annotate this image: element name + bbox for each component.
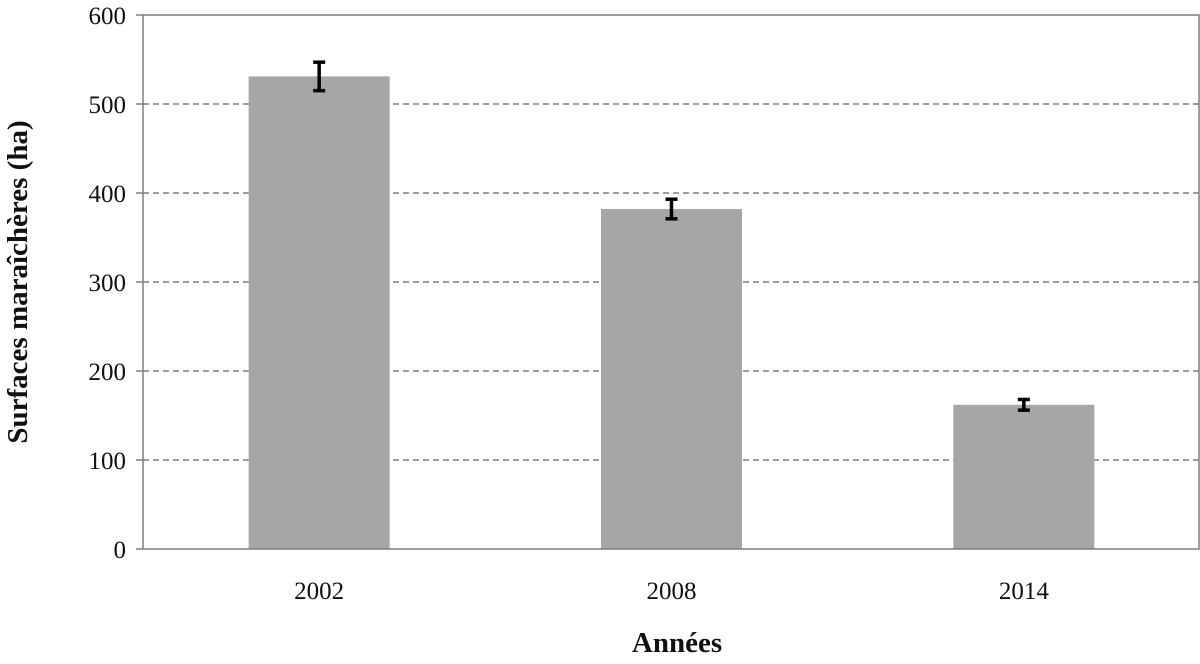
bar-2014	[953, 404, 1095, 549]
y-tick-label: 200	[89, 359, 127, 386]
y-tick-label: 300	[89, 270, 127, 297]
x-axis-title: Années	[632, 627, 722, 659]
y-axis-title: Surfaces maraîchères (ha)	[2, 120, 34, 443]
axes	[136, 14, 1200, 550]
x-tick-label: 2002	[294, 578, 344, 605]
y-tick-label: 500	[89, 92, 127, 119]
y-tick-label: 0	[114, 537, 127, 564]
y-tick-labels: 0 100 200 300 400 500 600	[89, 3, 127, 564]
error-bars	[313, 60, 1030, 412]
x-tick-label: 2014	[999, 578, 1050, 605]
x-tick-labels: 2002 2008 2014	[294, 578, 1049, 605]
bars	[248, 76, 1095, 549]
bar-2002	[248, 76, 390, 549]
x-tick-label: 2008	[647, 578, 697, 605]
y-tick-label: 600	[89, 3, 127, 30]
y-tick-label: 100	[89, 448, 127, 475]
bar-2008	[601, 209, 742, 549]
plot-frame	[142, 14, 1200, 550]
y-tick-label: 400	[89, 181, 127, 208]
